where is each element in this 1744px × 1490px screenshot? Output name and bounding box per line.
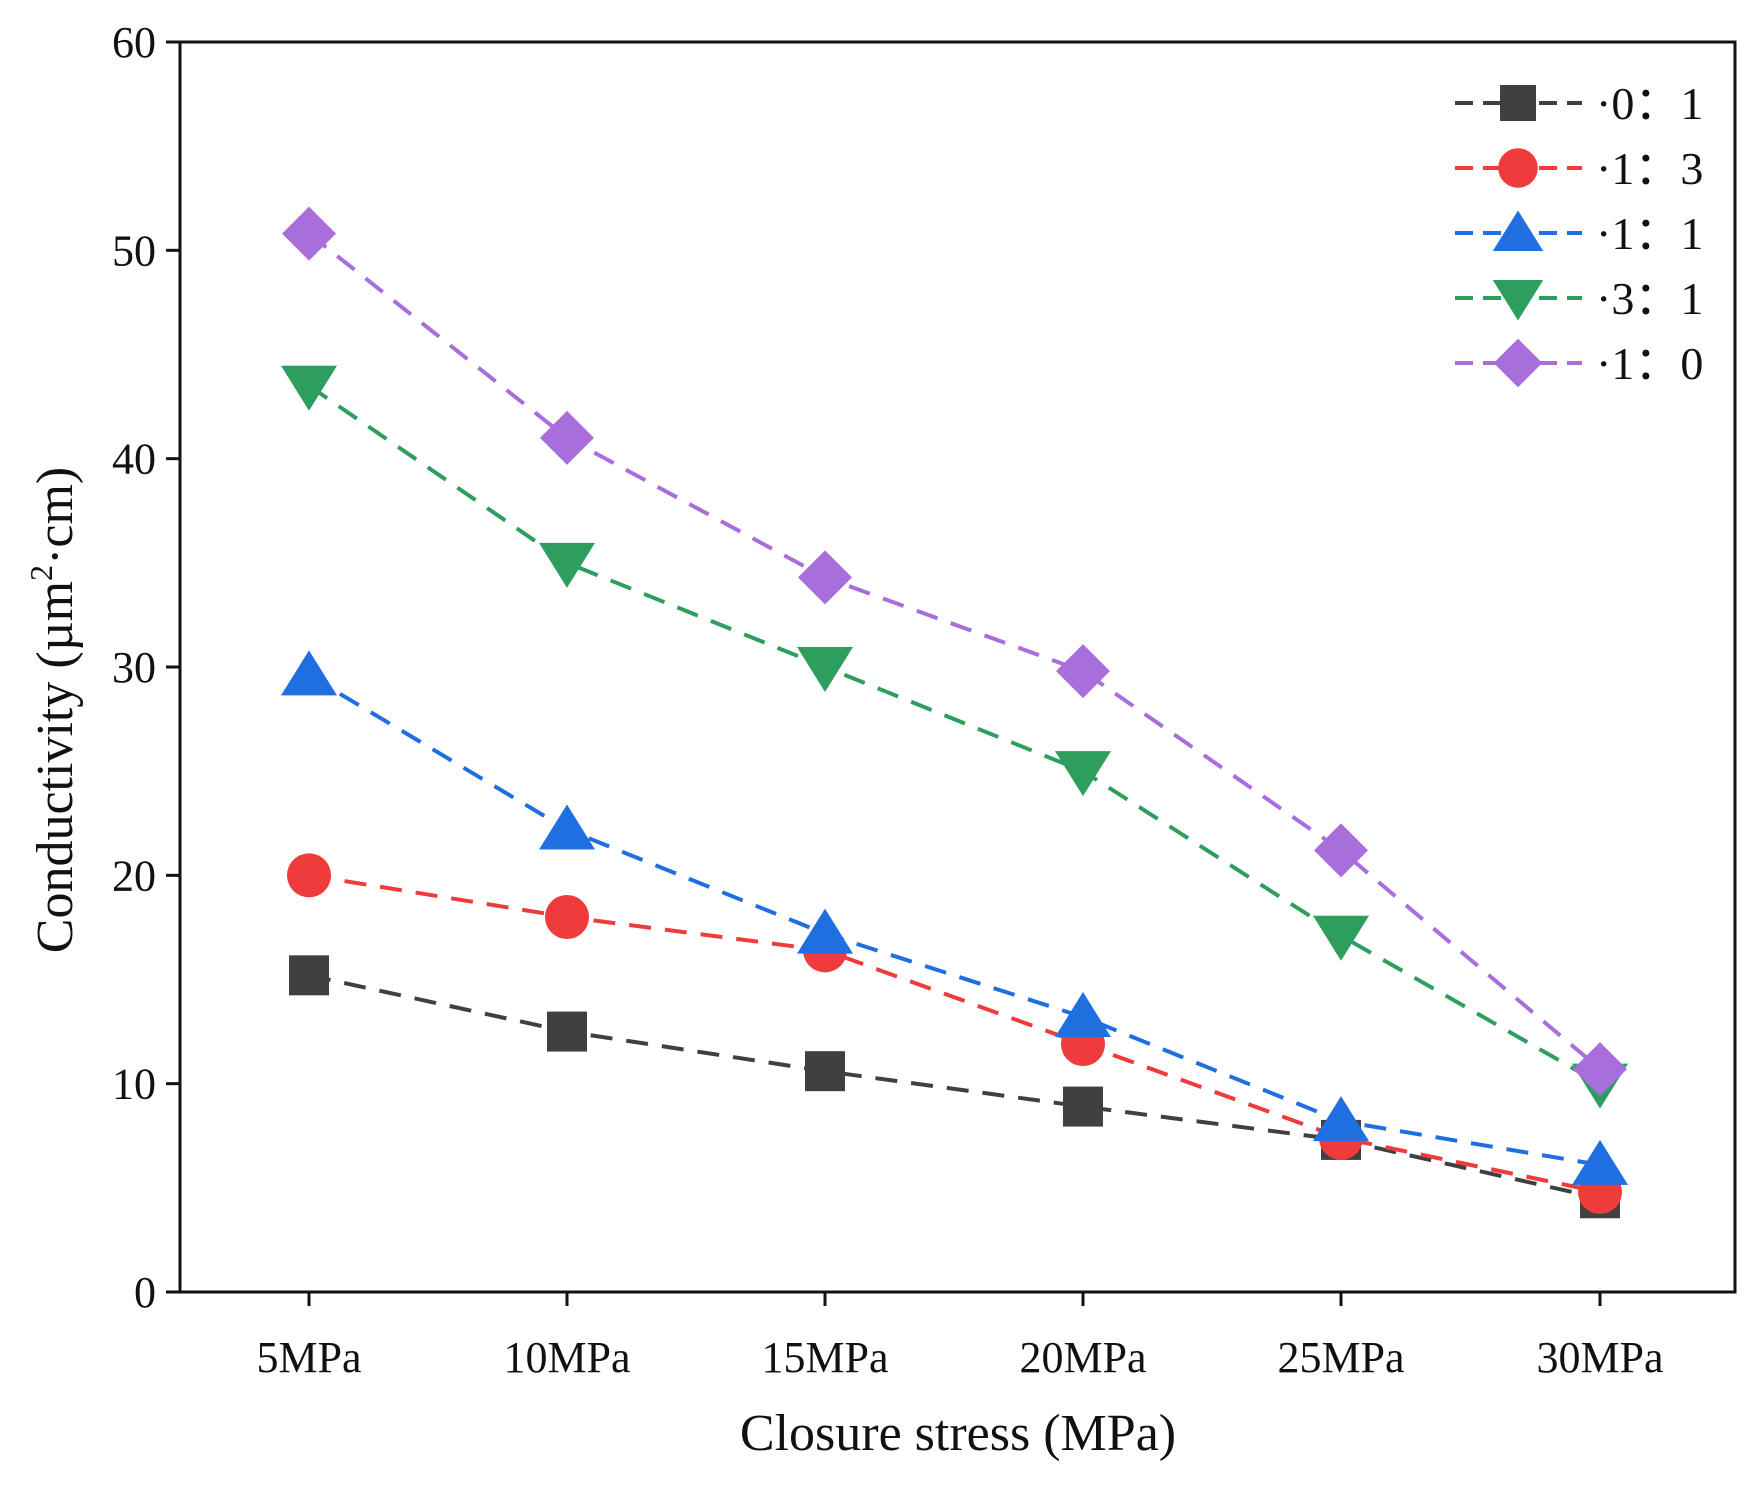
data-point [1055, 751, 1111, 797]
x-tick-label: 25MPa [1277, 1333, 1404, 1382]
x-tick-label: 10MPa [503, 1333, 630, 1382]
legend-label: ·3：1 [1596, 273, 1703, 324]
legend-marker [1493, 338, 1543, 388]
y-tick-label: 30 [112, 643, 156, 692]
data-point [1063, 1086, 1103, 1127]
data-point [540, 410, 594, 465]
y-tick-label: 40 [112, 435, 156, 484]
data-point [1572, 1139, 1628, 1185]
y-tick-label: 0 [134, 1268, 156, 1317]
x-tick-label: 5MPa [256, 1333, 361, 1382]
legend-item: ·1：3 [1455, 143, 1703, 194]
legend-marker [1492, 280, 1544, 321]
data-point [1056, 644, 1110, 699]
data-point [797, 647, 853, 692]
data-point [797, 908, 853, 954]
y-tick-label: 50 [112, 226, 156, 275]
x-axis-title: Closure stress (MPa) [740, 1405, 1176, 1462]
legend-item: ·0：1 [1455, 78, 1703, 129]
legend-marker [1492, 210, 1544, 251]
y-axis-title-superscript: 2 [23, 565, 59, 581]
series-line [307, 232, 1602, 1071]
data-point [1313, 915, 1369, 961]
x-tick-label: 30MPa [1536, 1333, 1663, 1382]
legend-item: ·3：1 [1455, 273, 1703, 324]
data-point [545, 895, 589, 939]
legend-label: ·1：0 [1596, 338, 1703, 389]
series-5 [282, 206, 1627, 1097]
y-tick-label: 20 [112, 851, 156, 900]
data-point [539, 542, 595, 588]
data-point [805, 1051, 845, 1092]
x-tick-label: 20MPa [1019, 1333, 1146, 1382]
data-point [281, 650, 337, 696]
data-point [282, 206, 336, 261]
legend-item: ·1：0 [1455, 338, 1703, 389]
legend-label: ·0：1 [1596, 78, 1703, 129]
data-point [1313, 1096, 1369, 1142]
legend: ·0：1 ·1：3 ·1：1 ·3：1 ·1：0 [1455, 78, 1703, 389]
data-point [539, 804, 595, 850]
legend-label: ·1：3 [1596, 143, 1703, 194]
y-axis-title: Conductivity (µm2·cm) [23, 467, 84, 953]
data-point [287, 853, 331, 898]
series-line [308, 873, 1601, 1194]
series-3 [281, 650, 1628, 1185]
x-tick-label: 15MPa [761, 1333, 888, 1382]
data-point [281, 365, 337, 411]
series-line [307, 673, 1601, 1167]
data-point [289, 955, 329, 996]
data-point [547, 1011, 587, 1052]
series-line [308, 973, 1601, 1201]
legend-item: ·1：1 [1455, 208, 1703, 259]
series-line [307, 384, 1601, 1086]
y-tick-label: 60 [112, 18, 156, 67]
data-point [798, 550, 852, 605]
data-point [1573, 1042, 1627, 1097]
legend-marker [1500, 85, 1536, 121]
y-tick-label: 10 [112, 1060, 156, 1109]
data-point [1314, 823, 1368, 878]
data-point [1055, 992, 1111, 1037]
legend-label: ·1：1 [1596, 208, 1703, 259]
legend-marker [1498, 148, 1538, 188]
